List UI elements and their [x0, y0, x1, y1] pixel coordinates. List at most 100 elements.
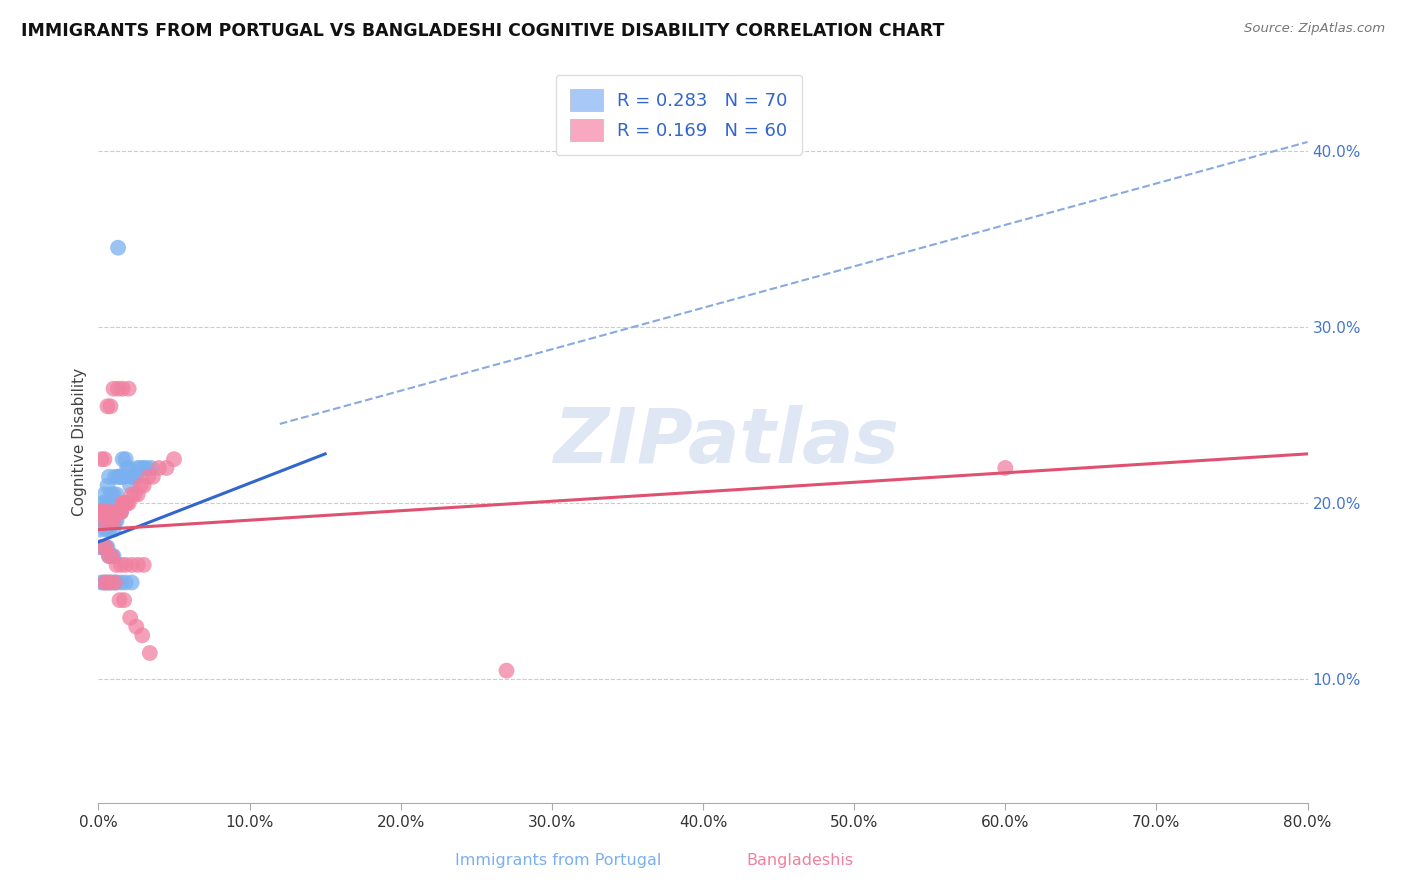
Point	[118, 382, 141, 396]
Point	[94, 505, 117, 519]
Point	[94, 523, 117, 537]
Point	[129, 478, 152, 492]
Point	[96, 541, 118, 555]
Point	[103, 487, 125, 501]
Point	[100, 399, 122, 413]
Point	[100, 514, 122, 528]
Point	[105, 575, 128, 590]
Point	[110, 505, 132, 519]
Point	[89, 523, 111, 537]
Point	[132, 478, 155, 492]
Text: Immigrants from Portugal: Immigrants from Portugal	[454, 854, 661, 869]
Point	[120, 611, 142, 625]
Point	[110, 575, 132, 590]
Point	[93, 575, 115, 590]
Point	[107, 470, 129, 484]
Point	[105, 505, 128, 519]
Point	[93, 575, 115, 590]
Point	[96, 514, 118, 528]
Point	[100, 549, 122, 563]
Point	[104, 470, 127, 484]
Point	[111, 382, 134, 396]
Point	[100, 575, 122, 590]
Point	[96, 514, 118, 528]
Point	[98, 496, 121, 510]
Point	[96, 505, 118, 519]
Point	[104, 505, 127, 519]
Point	[107, 505, 129, 519]
Point	[125, 470, 148, 484]
Point	[103, 382, 125, 396]
Point	[90, 575, 112, 590]
Point	[90, 452, 112, 467]
Point	[114, 496, 136, 510]
Point	[94, 496, 117, 510]
Point	[96, 399, 118, 413]
Point	[101, 496, 124, 510]
Point	[103, 523, 125, 537]
Point	[108, 505, 131, 519]
Point	[105, 487, 128, 501]
Point	[118, 496, 141, 510]
Point	[125, 619, 148, 633]
Point	[121, 487, 143, 501]
Point	[100, 575, 122, 590]
Point	[129, 461, 152, 475]
Point	[101, 514, 124, 528]
Point	[114, 452, 136, 467]
Point	[101, 514, 124, 528]
Point	[112, 496, 135, 510]
Point	[163, 452, 186, 467]
Text: IMMIGRANTS FROM PORTUGAL VS BANGLADESHI COGNITIVE DISABILITY CORRELATION CHART: IMMIGRANTS FROM PORTUGAL VS BANGLADESHI …	[21, 22, 945, 40]
Point	[91, 541, 114, 555]
Point	[121, 558, 143, 572]
Point	[89, 505, 111, 519]
Point	[122, 470, 145, 484]
Point	[96, 575, 118, 590]
Point	[105, 505, 128, 519]
Point	[105, 558, 128, 572]
Point	[132, 558, 155, 572]
Point	[94, 541, 117, 555]
Point	[110, 558, 132, 572]
Point	[93, 487, 115, 501]
Text: Bangladeshis: Bangladeshis	[747, 854, 853, 869]
Point	[139, 646, 162, 660]
Point	[98, 470, 121, 484]
Point	[121, 575, 143, 590]
Point	[100, 505, 122, 519]
Point	[93, 505, 115, 519]
Point	[100, 514, 122, 528]
Point	[994, 461, 1017, 475]
Point	[107, 505, 129, 519]
Point	[110, 470, 132, 484]
Point	[91, 505, 114, 519]
Point	[115, 496, 138, 510]
Point	[111, 452, 134, 467]
Point	[98, 523, 121, 537]
Point	[120, 478, 142, 492]
Point	[108, 470, 131, 484]
Point	[90, 541, 112, 555]
Point	[89, 541, 111, 555]
Point	[93, 452, 115, 467]
Point	[132, 461, 155, 475]
Point	[98, 549, 121, 563]
Point	[91, 496, 114, 510]
Point	[107, 241, 129, 255]
Point	[91, 514, 114, 528]
Point	[105, 514, 128, 528]
Point	[124, 470, 146, 484]
Point	[93, 541, 115, 555]
Point	[127, 487, 149, 501]
Point	[103, 549, 125, 563]
Point	[101, 549, 124, 563]
Point	[114, 558, 136, 572]
Point	[98, 549, 121, 563]
Legend: R = 0.283   N = 70, R = 0.169   N = 60: R = 0.283 N = 70, R = 0.169 N = 60	[555, 75, 801, 155]
Point	[90, 505, 112, 519]
Point	[142, 470, 165, 484]
Point	[112, 470, 135, 484]
Point	[104, 514, 127, 528]
Point	[121, 470, 143, 484]
